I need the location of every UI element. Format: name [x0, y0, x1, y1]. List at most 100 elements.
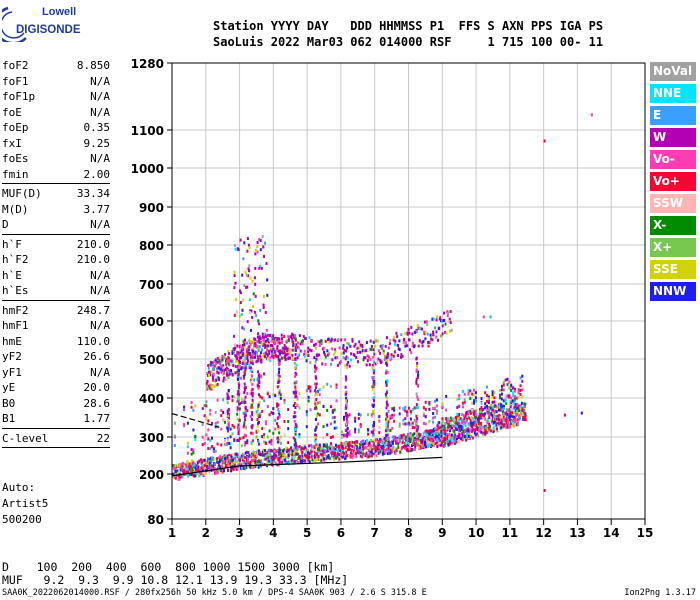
echo-point — [302, 447, 305, 451]
echo-point — [463, 422, 466, 426]
echo-point — [307, 385, 310, 389]
echo-point — [256, 384, 259, 388]
echo-point — [467, 388, 470, 392]
echo-point — [259, 248, 262, 252]
echo-point — [221, 372, 224, 376]
echo-point — [246, 354, 249, 357]
echo-point — [211, 421, 213, 425]
echo-point — [264, 346, 267, 349]
echo-point — [384, 443, 387, 447]
echo-point — [255, 353, 258, 357]
echo-point — [428, 400, 431, 404]
echo-point — [278, 439, 281, 443]
echo-point — [278, 341, 281, 345]
echo-point — [205, 404, 208, 408]
echo-point — [416, 427, 419, 431]
echo-point — [397, 353, 399, 357]
echo-point — [223, 469, 225, 473]
echo-point — [277, 408, 280, 412]
echo-point — [473, 401, 475, 405]
echo-point — [327, 337, 330, 341]
echo-point — [500, 392, 503, 396]
echo-point — [334, 350, 337, 354]
echo-point — [245, 462, 248, 466]
echo-point — [266, 390, 269, 394]
echo-point — [223, 371, 226, 375]
echo-point — [199, 466, 202, 470]
echo-point — [222, 379, 225, 383]
echo-point — [446, 421, 449, 425]
echo-point — [321, 453, 324, 457]
echo-point — [262, 338, 265, 342]
echo-point — [418, 326, 421, 330]
echo-point — [224, 420, 226, 424]
echo-point — [389, 338, 392, 342]
echo-point — [186, 460, 189, 464]
echo-point — [389, 451, 391, 455]
echo-point — [251, 362, 254, 366]
echo-point — [303, 349, 306, 353]
echo-point — [227, 371, 230, 375]
echo-point — [279, 393, 282, 397]
echo-point — [385, 402, 388, 406]
echo-point — [408, 338, 411, 342]
echo-point — [283, 448, 286, 452]
echo-point — [479, 407, 482, 411]
echo-point — [524, 418, 526, 422]
echo-point — [504, 400, 507, 403]
echo-point — [309, 408, 312, 412]
echo-point — [257, 404, 260, 408]
echo-point — [377, 449, 380, 453]
echo-point — [226, 396, 229, 400]
echo-point — [427, 436, 430, 440]
param-key: h`F — [2, 237, 22, 251]
echo-point — [299, 454, 302, 458]
echo-point — [430, 337, 433, 341]
echo-point — [314, 449, 317, 452]
echo-point — [451, 424, 454, 428]
echo-point — [198, 471, 201, 475]
echo-point — [417, 373, 420, 377]
echo-point — [343, 452, 346, 456]
echo-point — [250, 328, 252, 332]
echo-point — [205, 400, 208, 404]
echo-point — [473, 393, 475, 397]
echo-point — [387, 449, 390, 453]
param-value: 33.34 — [76, 187, 110, 200]
param-value: 1.77 — [83, 412, 111, 425]
echo-point — [445, 408, 448, 412]
echo-point — [212, 465, 215, 469]
echo-point — [238, 454, 241, 458]
echo-point — [209, 466, 212, 470]
echo-point — [249, 466, 252, 470]
echo-point — [251, 426, 254, 430]
echo-point — [329, 447, 332, 451]
x-tick-label: 4 — [269, 526, 277, 540]
echo-point — [436, 445, 439, 449]
echo-point — [265, 454, 268, 458]
echo-point — [212, 457, 215, 461]
echo-point — [438, 326, 441, 330]
echo-point — [294, 357, 297, 361]
echo-point — [279, 452, 282, 456]
echo-point — [349, 443, 352, 447]
echo-point — [391, 426, 394, 430]
echo-point — [244, 456, 247, 460]
echo-point — [251, 359, 254, 363]
x-tick-label: 3 — [235, 526, 243, 540]
chart-axes — [167, 62, 646, 525]
echo-point — [201, 464, 204, 467]
echo-point — [178, 464, 181, 468]
param-key: foEs — [2, 152, 29, 165]
echo-point — [265, 328, 268, 332]
echo-point — [289, 353, 292, 357]
echo-point — [347, 360, 350, 364]
x-tick-label: 6 — [337, 526, 345, 540]
echo-point — [406, 437, 409, 441]
auto-code: 500200 — [2, 513, 42, 526]
echo-point — [256, 245, 259, 249]
echo-point — [245, 285, 248, 289]
echo-point — [235, 467, 238, 471]
echo-point — [264, 441, 267, 445]
echo-point — [292, 341, 295, 345]
